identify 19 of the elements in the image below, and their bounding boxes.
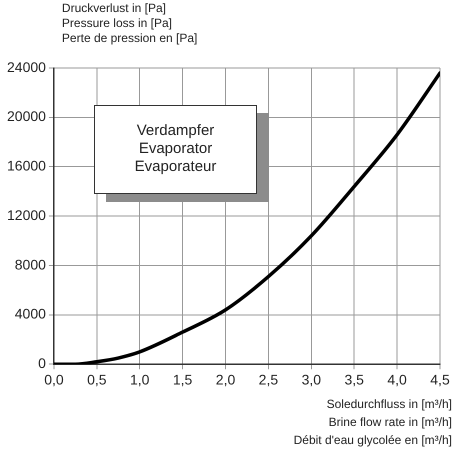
y-tick-label: 0: [38, 355, 46, 372]
y-tick-label: 12000: [6, 206, 46, 223]
x-tick-label: 4,5: [430, 371, 450, 388]
x-tick-label: 2,0: [216, 371, 236, 388]
y-tick-label: 20000: [6, 108, 46, 124]
x-tick-label: 0,0: [44, 371, 64, 388]
x-tick-label: 2,5: [258, 371, 278, 388]
y-tick-label: 8000: [14, 256, 46, 272]
x-tick-label: 1,0: [130, 371, 150, 388]
x-tick-label: 1,5: [172, 371, 193, 388]
y-tick-label: 24000: [6, 58, 46, 75]
y-tick-label: 16000: [6, 158, 46, 174]
x-tick-label: 4,0: [387, 371, 408, 388]
y-axis-title: Druckverlust in [Pa] Pressure loss in [Pa] Perte de pression en [Pa]: [62, 1, 198, 45]
x-tick-label: 3,0: [302, 371, 322, 388]
x-tick-label: 0,5: [87, 371, 107, 388]
x-tick-label: 3,5: [344, 371, 364, 388]
y-tick-label: 4000: [14, 306, 46, 322]
x-axis-title: Soledurchfluss in [m³/h] Brine flow rate in [m³/h] Débit d'eau glycolée en [m³/h]: [294, 397, 452, 448]
